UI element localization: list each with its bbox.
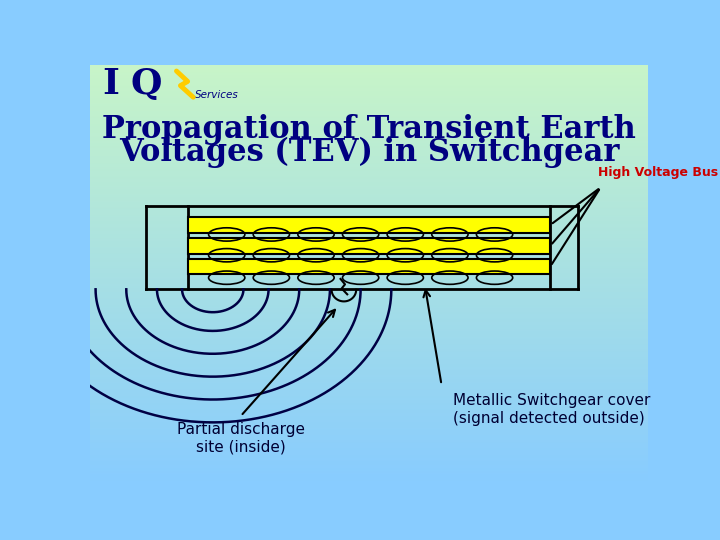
Text: I: I xyxy=(102,66,119,100)
Text: Voltages (TEV) in Switchgear: Voltages (TEV) in Switchgear xyxy=(119,137,619,168)
Text: Services: Services xyxy=(195,90,238,100)
Bar xyxy=(188,259,550,274)
Text: Metallic Switchgear cover
(signal detected outside): Metallic Switchgear cover (signal detect… xyxy=(453,393,650,426)
Text: Propagation of Transient Earth: Propagation of Transient Earth xyxy=(102,114,636,145)
Text: High Voltage Bus: High Voltage Bus xyxy=(598,166,718,179)
Text: Partial discharge
site (inside): Partial discharge site (inside) xyxy=(176,422,305,455)
Bar xyxy=(188,217,550,233)
Text: Q: Q xyxy=(130,66,161,100)
Bar xyxy=(188,238,550,254)
